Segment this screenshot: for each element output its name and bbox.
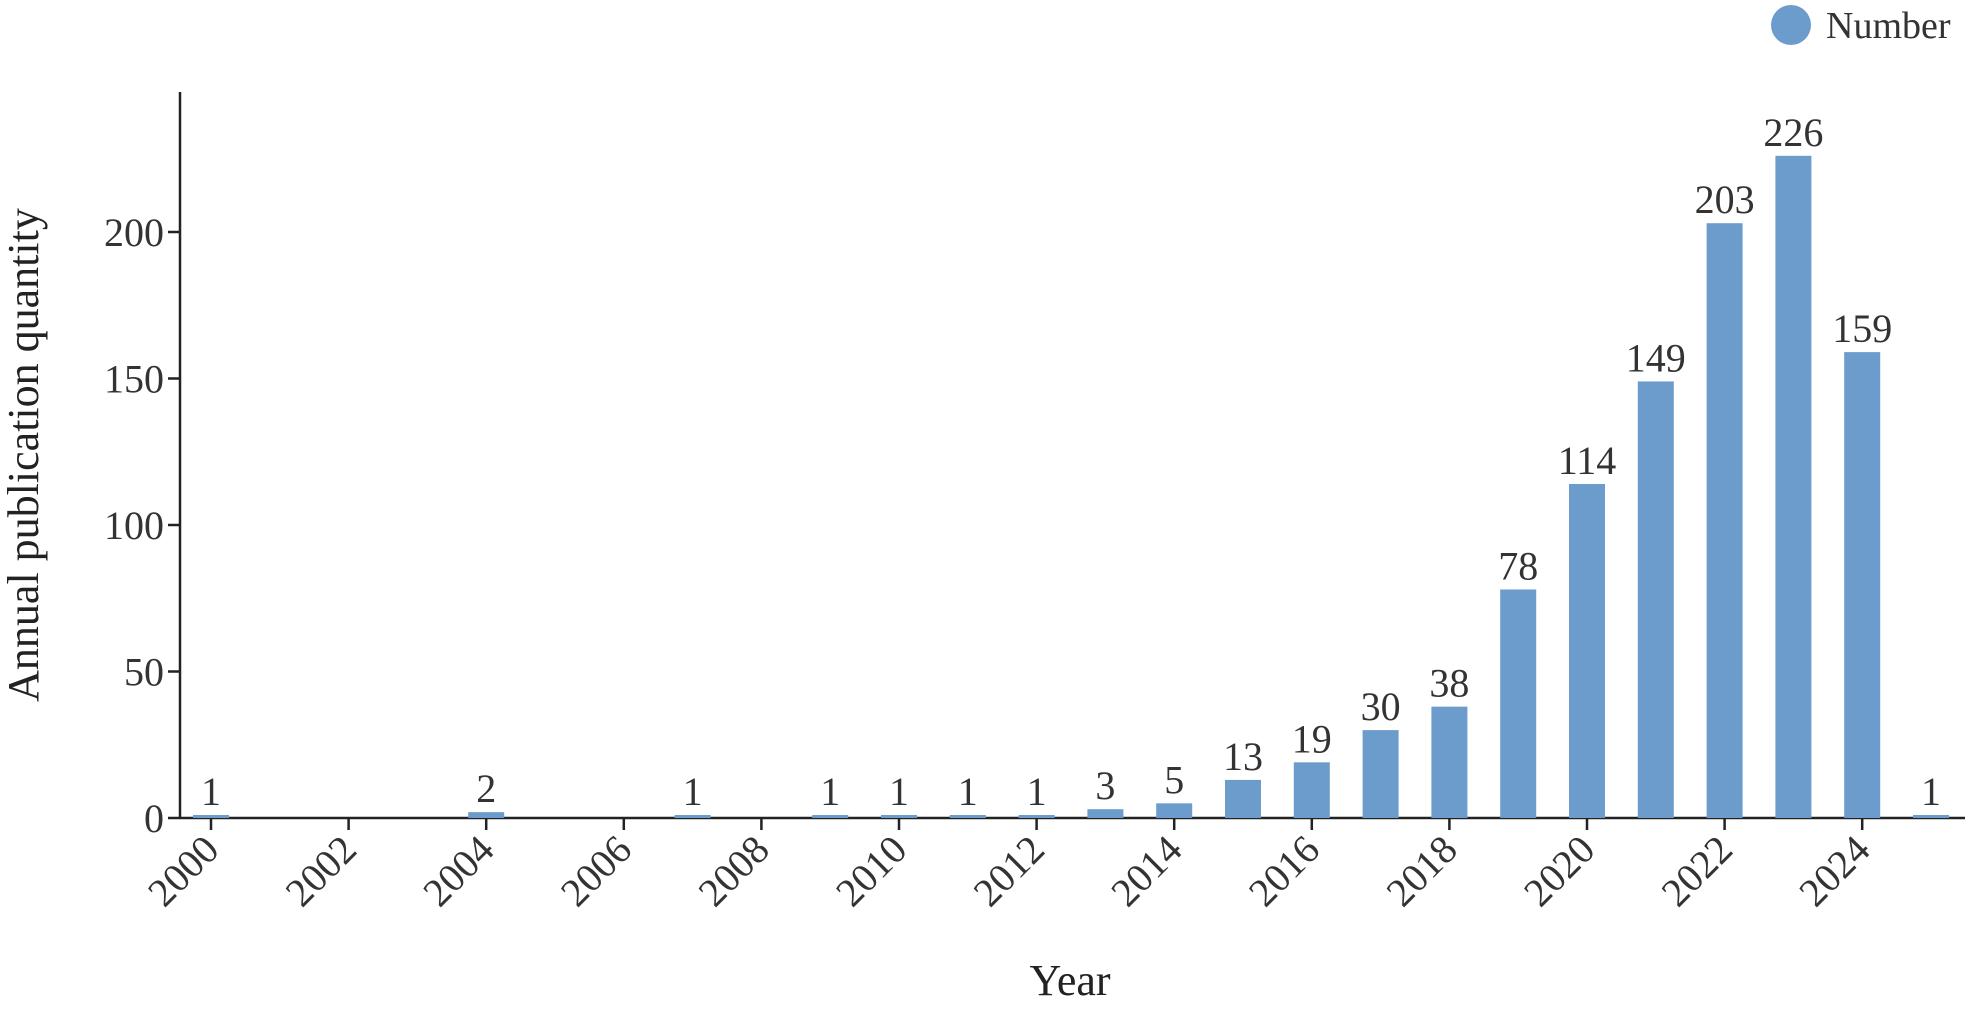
bar-value-label: 3	[1095, 763, 1115, 808]
x-tick-label: 2002	[277, 827, 365, 915]
legend-label-number: Number	[1826, 5, 1951, 47]
bar	[1500, 589, 1537, 818]
y-tick-label: 200	[104, 210, 164, 255]
y-axis-title: Annual publication quantity	[0, 208, 48, 702]
x-tick-label: 2006	[552, 827, 640, 915]
x-tick-label: 2004	[414, 827, 502, 915]
y-tick-label: 150	[104, 357, 164, 402]
bar	[1156, 803, 1193, 818]
bar-value-label: 1	[820, 769, 840, 814]
y-tick-label: 50	[124, 650, 164, 695]
bar	[1637, 381, 1674, 818]
bar	[1293, 762, 1330, 818]
bar-value-label: 13	[1223, 734, 1263, 779]
x-tick-label: 2018	[1377, 827, 1465, 915]
bar	[1569, 483, 1605, 818]
bar	[193, 815, 229, 818]
x-tick-label: 2024	[1790, 827, 1878, 915]
bar-value-label: 1	[958, 769, 978, 814]
bar-value-label: 149	[1626, 335, 1686, 380]
bar-value-label: 19	[1292, 716, 1332, 761]
bar	[1913, 815, 1949, 818]
bar	[468, 812, 505, 818]
x-tick-label: 2016	[1240, 827, 1328, 915]
bar	[1431, 706, 1468, 818]
bar-value-label: 226	[1763, 110, 1823, 155]
x-tick-label: 2012	[965, 827, 1053, 915]
legend: Number	[1771, 5, 1951, 47]
bar	[1775, 155, 1812, 818]
x-tick-label: 2008	[689, 827, 777, 915]
bar-value-label: 203	[1695, 177, 1755, 222]
bar-value-label: 1	[1027, 769, 1047, 814]
bar	[1225, 779, 1261, 818]
bar-value-label: 1	[889, 769, 909, 814]
bar-value-label: 78	[1498, 543, 1538, 588]
bar-value-label: 1	[683, 769, 703, 814]
x-tick-label: 2014	[1102, 827, 1190, 915]
y-tick-label: 100	[104, 503, 164, 548]
bar	[949, 815, 986, 818]
x-tick-label: 2022	[1653, 827, 1741, 915]
bar-value-label: 38	[1429, 661, 1469, 706]
y-tick-label: 0	[144, 796, 164, 841]
bar	[1706, 223, 1743, 818]
bar	[1844, 352, 1881, 818]
bar-value-label: 2	[476, 766, 496, 811]
legend-marker-number	[1771, 5, 1811, 45]
bar	[812, 815, 849, 818]
bar-value-label: 5	[1164, 757, 1184, 802]
bar-value-label: 159	[1832, 306, 1892, 351]
bar-value-label: 1	[1921, 769, 1941, 814]
x-axis-title: Year	[1029, 956, 1110, 1005]
bar	[1087, 809, 1124, 818]
bar-value-label: 1	[201, 769, 221, 814]
bar	[1362, 730, 1399, 818]
bar-value-label: 30	[1361, 684, 1401, 729]
bar	[881, 815, 917, 818]
bar	[674, 815, 711, 818]
bar-value-label: 114	[1558, 438, 1617, 483]
bar	[1018, 815, 1055, 818]
x-tick-label: 2010	[827, 827, 915, 915]
x-tick-label: 2020	[1515, 827, 1603, 915]
